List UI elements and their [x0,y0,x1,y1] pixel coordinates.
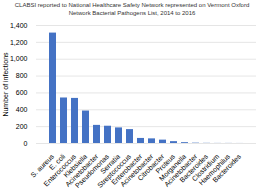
svg-text:Bacteroides: Bacteroides [178,152,210,184]
svg-text:Number of infections: Number of infections [2,52,9,117]
svg-text:Haemophilus: Haemophilus [197,152,232,187]
svg-text:600: 600 [16,89,28,96]
svg-text:Acinetobacter: Acinetobacter [119,152,155,188]
svg-text:Klebsiella: Klebsiella [62,152,89,179]
svg-text:Citrobacter: Citrobacter [136,152,166,182]
svg-text:1,200: 1,200 [10,39,28,46]
svg-text:E. coli: E. coli [47,152,67,172]
svg-text:S. aureus: S. aureus [29,152,56,179]
svg-text:1,400: 1,400 [10,22,28,29]
svg-text:Acinetobacter: Acinetobacter [163,152,199,188]
svg-text:Enterococcus: Enterococcus [42,152,78,188]
svg-text:400: 400 [16,106,28,113]
svg-text:Acinetobacter: Acinetobacter [64,152,100,188]
svg-text:0: 0 [24,140,28,147]
svg-text:1,000: 1,000 [10,55,28,62]
svg-text:Enterobacter: Enterobacter [110,152,144,186]
svg-text:Serratia: Serratia [99,152,122,175]
svg-text:Morganella: Morganella [157,152,188,183]
html-text:CLABSI reported to National He: CLABSI reported to National Healthcare S… [14,2,250,16]
svg-text:Bacteroides: Bacteroides [211,152,242,183]
svg-text:200: 200 [16,123,28,130]
svg-text:Clostridium: Clostridium [190,152,221,183]
svg-text:Proteus: Proteus [154,152,177,175]
svg-text:800: 800 [16,72,28,79]
